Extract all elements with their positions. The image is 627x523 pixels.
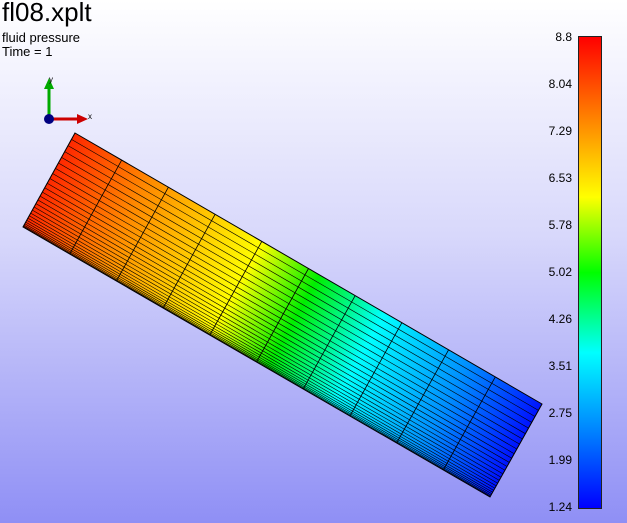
mesh-column-line: [162, 214, 216, 309]
y-axis-label: y: [49, 75, 53, 84]
colorbar-tick: 3.51: [548, 359, 572, 373]
mesh-transverse-lines: [69, 159, 496, 471]
y-axis-arrowhead: [44, 78, 54, 89]
colorbar-tick: 6.53: [548, 171, 572, 185]
colorbar-tick: 1.99: [548, 453, 572, 467]
colorbar-tick: 8.8: [555, 30, 572, 44]
mesh-column-line: [116, 187, 169, 282]
colorbar-tick: 7.29: [548, 124, 572, 138]
mesh-column-line: [302, 295, 356, 390]
axis-triad: [44, 78, 88, 124]
colorbar-tick: 5.78: [548, 218, 572, 232]
time-readout: Time = 1: [2, 44, 53, 59]
mesh-column-line: [442, 376, 496, 471]
field-name: fluid pressure: [2, 30, 81, 45]
colorbar-tick: 5.02: [548, 265, 572, 279]
mesh-column-line: [256, 268, 309, 363]
z-axis-dot: [44, 114, 54, 124]
colorbar-tick: 8.04: [548, 77, 572, 91]
colorbar-tick: 4.26: [548, 312, 572, 326]
model-title: fl08.xplt: [2, 0, 92, 27]
colorbar-tick: 2.75: [548, 406, 572, 420]
colorbar-tick: 1.24: [548, 500, 572, 514]
mesh-column-line: [69, 159, 123, 255]
colorbar-legend: [578, 36, 602, 509]
x-axis-arrowhead: [77, 114, 88, 124]
mesh-column-line: [349, 322, 403, 417]
x-axis-label: x: [88, 112, 92, 121]
mesh[interactable]: [22, 132, 543, 498]
mesh-column-line: [209, 241, 263, 336]
mesh-column-line: [396, 349, 449, 444]
